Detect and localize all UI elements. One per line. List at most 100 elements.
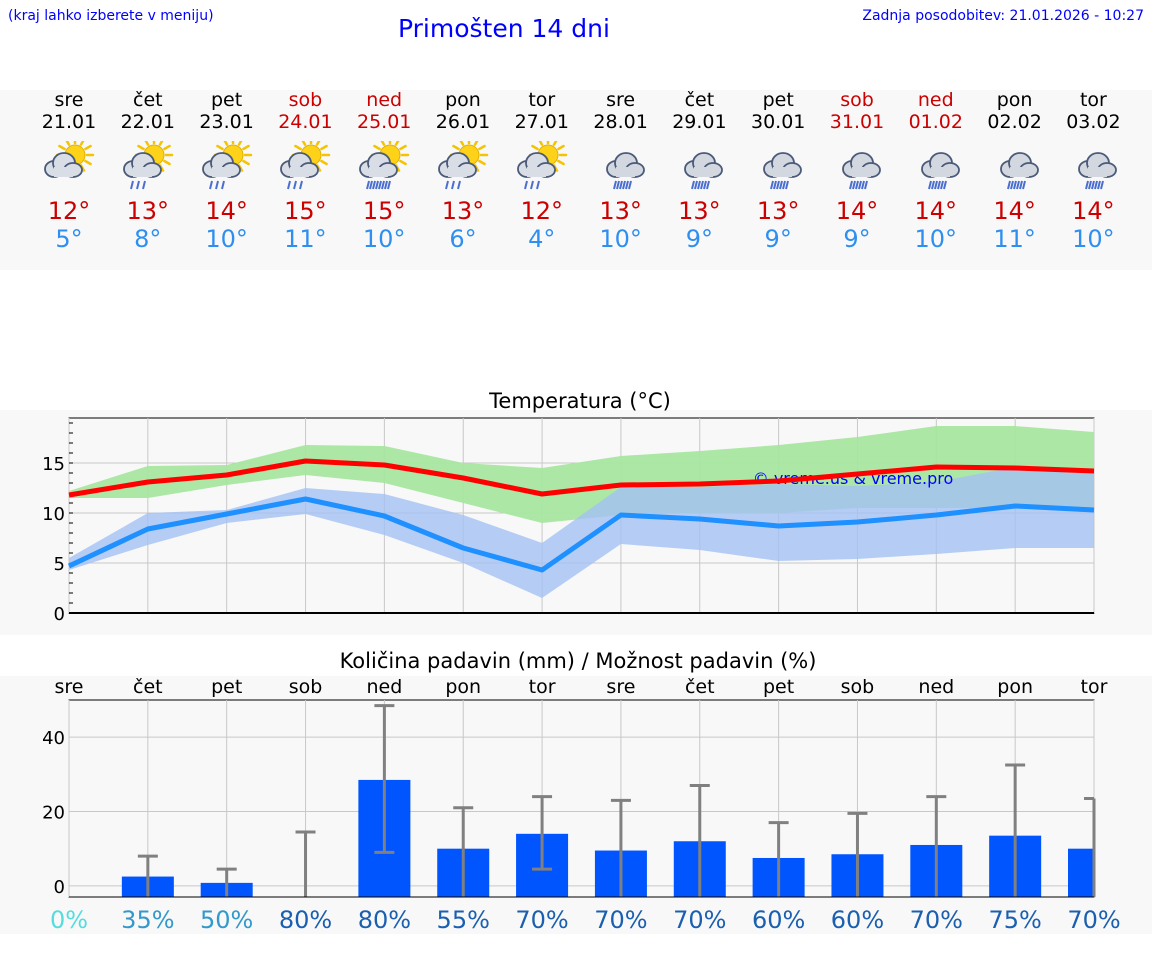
day-label: ned: [366, 676, 402, 698]
sun-cloud-rain-icon: [122, 141, 174, 190]
day-name: tor: [1079, 89, 1107, 111]
precip-probability: 70%: [910, 906, 963, 934]
day-label: čet: [133, 676, 163, 698]
y-tick-label: 15: [42, 454, 65, 475]
precip-probability: 70%: [515, 906, 568, 934]
cloud-rain-icon: [684, 152, 724, 190]
day-column: sob 24.01 15° 11°: [265, 89, 345, 253]
precip-probability: 60%: [752, 906, 805, 934]
min-temp: 5°: [55, 225, 83, 253]
day-label: sre: [606, 676, 635, 698]
precip-probability: 55%: [437, 906, 490, 934]
cloud-rain-icon: [842, 152, 881, 190]
day-column: sob 31.01 14° 9°: [817, 89, 897, 253]
day-label: sob: [289, 676, 323, 698]
max-temp: 14°: [914, 197, 958, 225]
precip-probability: 0%: [50, 906, 88, 934]
day-date: 01.02: [908, 111, 963, 133]
day-label: pon: [445, 676, 481, 698]
min-temp: 6°: [449, 225, 477, 253]
day-column: sre 21.01 12° 5°: [29, 89, 109, 253]
max-temp: 12°: [520, 197, 564, 225]
day-label: tor: [1081, 676, 1108, 698]
day-date: 23.01: [199, 111, 254, 133]
day-date: 27.01: [514, 111, 569, 133]
max-temp: 13°: [441, 197, 485, 225]
day-name: tor: [528, 89, 556, 111]
y-tick-label: 10: [42, 504, 65, 525]
y-tick-label: 0: [54, 877, 65, 898]
cloud-rain-icon: [763, 152, 803, 190]
precip-probability: 80%: [358, 906, 411, 934]
day-date: 28.01: [593, 111, 648, 133]
min-temp: 10°: [362, 225, 406, 253]
temp-chart-title: Temperatura (°C): [488, 389, 671, 413]
max-temp: 15°: [284, 197, 327, 225]
temp-line-min: [67, 496, 1095, 573]
sun-cloud-rain-icon: [201, 141, 252, 190]
page-title: Primošten 14 dni: [398, 14, 610, 43]
day-column: tor 27.01 12° 4°: [502, 89, 582, 253]
precip-probability: 35%: [121, 906, 174, 934]
day-label: pet: [763, 676, 794, 698]
precip-probability: 60%: [831, 906, 884, 934]
day-date: 25.01: [356, 111, 412, 133]
day-column: pet 30.01 13° 9°: [738, 89, 818, 253]
max-temp: 14°: [205, 197, 248, 225]
day-name: pet: [210, 89, 243, 111]
max-temp: 14°: [1072, 197, 1115, 225]
sun-cloud-icon: [44, 141, 95, 178]
day-column: sre 28.01 13° 10°: [581, 89, 661, 253]
precip-bar: [1068, 848, 1094, 897]
min-temp: 9°: [764, 225, 792, 253]
day-name: pet: [762, 89, 794, 111]
day-name: čet: [133, 89, 163, 111]
temp-range-band-min: [69, 467, 1094, 598]
day-name: sre: [606, 89, 636, 111]
precip-probability: 70%: [1067, 906, 1120, 934]
day-column: tor 03.02 14° 10°: [1053, 89, 1133, 253]
day-column: pet 23.01 14° 10°: [187, 89, 267, 253]
cloud-rain-icon: [999, 152, 1039, 190]
day-name: ned: [366, 89, 403, 111]
max-temp: 12°: [47, 197, 91, 225]
min-temp: 10°: [599, 225, 642, 253]
y-tick-label: 40: [42, 728, 65, 749]
day-date: 02.02: [987, 111, 1042, 133]
day-column: čet 22.01 13° 8°: [108, 89, 188, 253]
day-date: 22.01: [120, 111, 175, 133]
day-date: 31.01: [829, 111, 885, 133]
min-temp: 10°: [205, 225, 248, 253]
precip-probability: 50%: [200, 906, 253, 934]
precipitation-chart: Količina padavin (mm) / Možnost padavin …: [42, 649, 1121, 934]
day-column: pon 02.02 14° 11°: [975, 89, 1055, 253]
max-temp: 13°: [126, 197, 170, 225]
day-name: pon: [996, 89, 1033, 111]
cloud-rain-icon: [605, 152, 645, 190]
min-temp: 8°: [134, 225, 162, 253]
min-temp: 4°: [528, 225, 556, 253]
watermark: © vreme.us & vreme.pro: [753, 469, 954, 488]
day-name: pon: [445, 89, 481, 111]
day-label: ned: [918, 676, 954, 698]
sun-cloud-heavy-rain-icon: [359, 141, 410, 190]
day-column: čet 29.01 13° 9°: [659, 89, 739, 253]
y-tick-label: 0: [54, 604, 65, 625]
min-temp: 10°: [1072, 225, 1115, 253]
max-temp: 13°: [599, 197, 642, 225]
min-temp: 9°: [685, 225, 714, 253]
day-column: ned 25.01 15° 10°: [344, 89, 424, 253]
max-temp: 15°: [362, 197, 406, 225]
min-temp: 11°: [284, 225, 327, 253]
day-date: 29.01: [672, 111, 727, 133]
forecast-strip: [0, 90, 1152, 270]
precip-probability: 80%: [279, 906, 332, 934]
cloud-rain-icon: [1078, 152, 1118, 190]
day-label: tor: [529, 676, 556, 698]
sun-cloud-rain-icon: [438, 141, 489, 190]
day-name: sob: [840, 89, 874, 111]
day-name: čet: [684, 89, 715, 111]
last-updated: Zadnja posodobitev: 21.01.2026 - 10:27: [862, 8, 1144, 24]
day-date: 03.02: [1066, 111, 1121, 133]
day-label: pon: [997, 676, 1033, 698]
